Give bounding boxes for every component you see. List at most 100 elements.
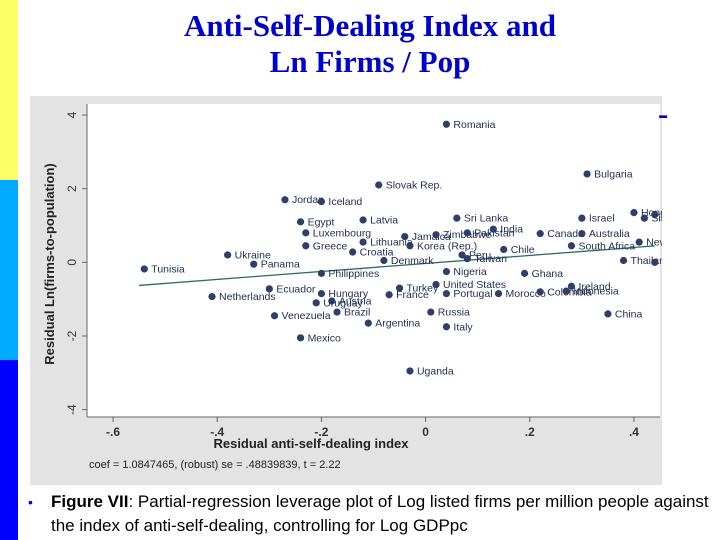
bullet-icon: • (28, 494, 33, 510)
data-point (432, 231, 440, 239)
point-label: Hungary (328, 288, 368, 300)
point-label: Indonesia (573, 286, 619, 298)
data-point (536, 288, 544, 296)
slide-title-line-2: Ln Firms / Pop (269, 44, 471, 79)
point-label: Uruguay (323, 297, 363, 309)
point-label: Uganda (417, 365, 454, 377)
left-stripe-yellow (0, 0, 18, 180)
data-point (651, 258, 659, 266)
data-point (317, 269, 326, 277)
scatter-chart: -.6 -.4 -.2 0 .2 .4 -4 -2 0 2 4 Romania Slovak Rep.… (42, 104, 662, 471)
point-label: Venezuela (282, 310, 331, 322)
point-label: Austria (339, 296, 372, 308)
point-label: Lithuania (370, 237, 413, 249)
point-label: Ireland (578, 281, 610, 293)
data-point (364, 319, 372, 327)
point-label: Nigeria (453, 266, 486, 278)
data-point (208, 292, 216, 301)
data-point (520, 269, 529, 277)
figure-caption: • Figure VII: Partial-regression leverag… (28, 490, 718, 538)
point-label: Ecuador (276, 283, 316, 295)
y-axis-title: Residual Ln(firms-to-population) (42, 163, 57, 364)
point-label: Australia (589, 228, 630, 240)
y-tick-label: -2 (65, 330, 79, 341)
point-label: Romania (453, 119, 495, 131)
data-point (270, 312, 279, 320)
y-tick-label: 2 (65, 185, 79, 192)
data-point (395, 284, 404, 292)
data-point (578, 230, 586, 238)
point-label: New Zealand (646, 237, 662, 249)
point-label: Italy (453, 321, 473, 333)
data-point (442, 267, 451, 276)
data-point (458, 251, 466, 259)
point-label: Peru (469, 249, 491, 261)
point-label: Tunisia (151, 263, 185, 275)
x-tick-label: 0 (422, 425, 429, 439)
data-point (302, 242, 310, 250)
point-label: Panama (261, 259, 300, 271)
point-label: Pakistan (474, 227, 514, 239)
point-label: Ghana (532, 268, 564, 280)
y-tick-label: 4 (65, 111, 79, 118)
data-point (442, 290, 451, 298)
data-point (562, 287, 570, 295)
slide-title-line-1: Anti-Self-Dealing Index and (183, 8, 557, 43)
data-point (250, 260, 258, 268)
point-label: Morocco (506, 288, 546, 300)
point-label: Chile (511, 244, 535, 256)
point-label: Russia (438, 307, 470, 319)
x-tick-label: .4 (629, 425, 639, 439)
data-point (401, 232, 409, 241)
data-point (651, 210, 659, 219)
point-label: South Africa (578, 240, 635, 252)
caption-body: Figure VII: Partial-regression leverage … (28, 490, 718, 538)
point-label: Israel (589, 213, 615, 225)
data-point (536, 230, 544, 238)
point-label: Canada (547, 228, 584, 240)
data-point (406, 242, 414, 250)
data-point (359, 216, 367, 224)
data-point (442, 120, 451, 128)
data-point (640, 214, 648, 222)
data-point (578, 214, 586, 222)
y-tick-label: 0 (65, 259, 79, 266)
x-tick-label: -.2 (314, 425, 328, 439)
data-point (619, 256, 628, 265)
data-point (463, 255, 471, 263)
point-label: Argentina (375, 318, 420, 330)
data-point (500, 245, 508, 254)
data-point (359, 238, 367, 246)
x-tick-label: .2 (525, 425, 535, 439)
title-dash: - (658, 96, 669, 131)
data-point (224, 251, 232, 259)
point-label: Korea (Rep.) (417, 240, 477, 252)
data-point (442, 323, 451, 331)
data-point (317, 197, 326, 206)
fit-line (139, 245, 655, 287)
data-point (349, 248, 357, 256)
point-label: Singapore (651, 213, 662, 225)
data-point (583, 170, 591, 178)
data-point (302, 229, 310, 237)
left-stripe-blue (0, 360, 18, 540)
data-point (296, 334, 305, 342)
data-point (463, 229, 471, 237)
data-point (567, 282, 576, 290)
x-tick-label: -.6 (106, 425, 120, 439)
point-label: Greece (313, 240, 348, 252)
data-point (635, 238, 643, 246)
point-label: Croatia (360, 247, 394, 259)
point-label: Slovak Rep. (386, 180, 443, 192)
point-label: Ukraine (235, 249, 271, 261)
plot-area (87, 104, 660, 417)
data-point (317, 290, 326, 298)
x-tick-label: -.4 (210, 425, 224, 439)
data-point (406, 367, 414, 375)
point-label: Netherlands (219, 291, 276, 303)
point-label: Egypt (308, 216, 335, 228)
slide-title: Anti-Self-Dealing Index and Ln Firms / P… (100, 8, 640, 80)
point-label: China (615, 308, 643, 320)
data-point (427, 308, 435, 316)
point-label: India (500, 224, 523, 236)
